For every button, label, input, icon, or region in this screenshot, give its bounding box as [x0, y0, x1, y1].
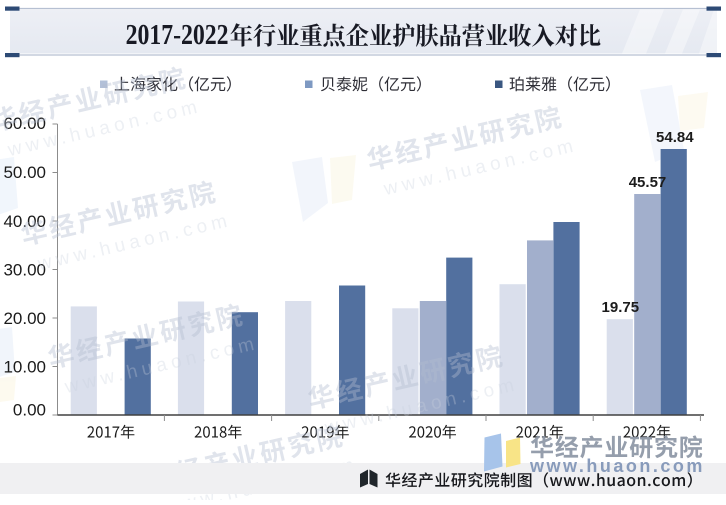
svg-text:10.00: 10.00 — [3, 358, 46, 377]
svg-text:www.huaon.com: www.huaon.com — [529, 456, 705, 476]
svg-text:30.00: 30.00 — [3, 261, 46, 280]
svg-text:0.00: 0.00 — [13, 401, 46, 420]
svg-text:50.00: 50.00 — [3, 163, 46, 182]
svg-text:19.75: 19.75 — [602, 299, 640, 316]
svg-text:20.00: 20.00 — [3, 309, 46, 328]
svg-text:45.57: 45.57 — [629, 174, 667, 191]
svg-text:54.84: 54.84 — [656, 129, 694, 146]
